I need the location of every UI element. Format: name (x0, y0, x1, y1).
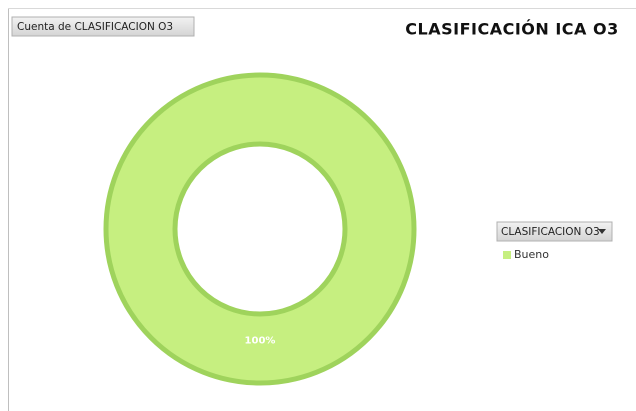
legend-label: Bueno (514, 248, 549, 261)
data-label: 100% (245, 336, 276, 347)
field-button[interactable] (11, 16, 195, 37)
dropdown-arrow (598, 229, 606, 234)
chart-title: CLASIFICACIÓN ICA O3 (405, 20, 618, 39)
legend-title: CLASIFICACION O3 (501, 226, 600, 238)
slice (103, 72, 417, 386)
field-button-label: Cuenta de CLASIFICACION O3 (17, 21, 173, 33)
legend-button[interactable] (496, 221, 613, 242)
legend-swatch (503, 251, 511, 259)
